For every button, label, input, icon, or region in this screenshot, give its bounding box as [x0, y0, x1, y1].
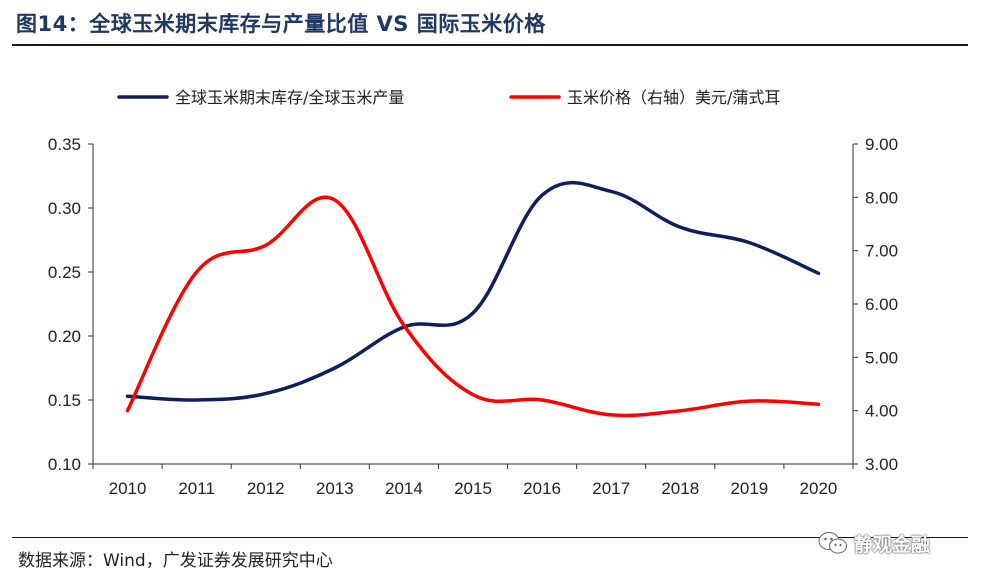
left-axis-tick-label: 0.20	[48, 327, 81, 346]
right-axis-tick-label: 5.00	[865, 348, 898, 367]
right-axis-tick-label: 4.00	[865, 402, 898, 421]
x-axis-tick-label: 2015	[454, 479, 492, 498]
x-axis-tick-label: 2011	[178, 479, 215, 498]
x-axis-tick-label: 2018	[661, 479, 699, 498]
right-axis-tick-label: 7.00	[865, 242, 898, 261]
left-axis-tick-label: 0.25	[48, 263, 81, 282]
wechat-icon	[818, 532, 847, 554]
corn-price-line	[125, 195, 821, 418]
left-axis-tick-label: 0.30	[48, 199, 81, 218]
watermark-text: 静观金融	[854, 533, 931, 556]
right-axis-tick-label: 6.00	[865, 295, 898, 314]
right-axis-tick-label: 9.00	[865, 135, 898, 154]
x-axis-tick-label: 2019	[730, 479, 768, 498]
chart-legend: 全球玉米期末库存/全球玉米产量 玉米价格（右轴）美元/蒲式耳	[117, 88, 780, 107]
x-axis-tick-label: 2013	[316, 479, 354, 498]
title-divider	[12, 44, 968, 46]
right-axis-tick-label: 3.00	[865, 455, 898, 474]
figure-title: 图14：全球玉米期末库存与产量比值 VS 国际玉米价格	[16, 12, 546, 36]
x-axis-tick-label: 2012	[247, 479, 285, 498]
left-axis-tick-label: 0.15	[48, 391, 81, 410]
watermark: 静观金融	[818, 528, 930, 558]
chart-series	[125, 180, 821, 418]
x-axis-tick-label: 2017	[592, 479, 630, 498]
legend-label: 玉米价格（右轴）美元/蒲式耳	[567, 88, 780, 107]
x-axis-tick-label: 2014	[385, 479, 423, 498]
right-axis-tick-label: 8.00	[865, 188, 898, 207]
source-note: 数据来源：Wind，广发证券发展研究中心	[18, 551, 333, 571]
stock-ratio-line	[125, 180, 821, 402]
left-axis-tick-label: 0.10	[48, 455, 81, 474]
legend-label: 全球玉米期末库存/全球玉米产量	[175, 88, 404, 107]
source-divider	[12, 537, 968, 538]
x-axis-tick-label: 2016	[523, 479, 561, 498]
chart-axes: 0.10 0.15 0.20 0.25 0.30 0.35 3.00 4.00 5.00 6.00…	[48, 135, 898, 498]
x-axis-tick-label: 2020	[800, 479, 838, 498]
x-axis-tick-label: 2010	[109, 479, 147, 498]
left-axis-tick-label: 0.35	[48, 135, 81, 154]
